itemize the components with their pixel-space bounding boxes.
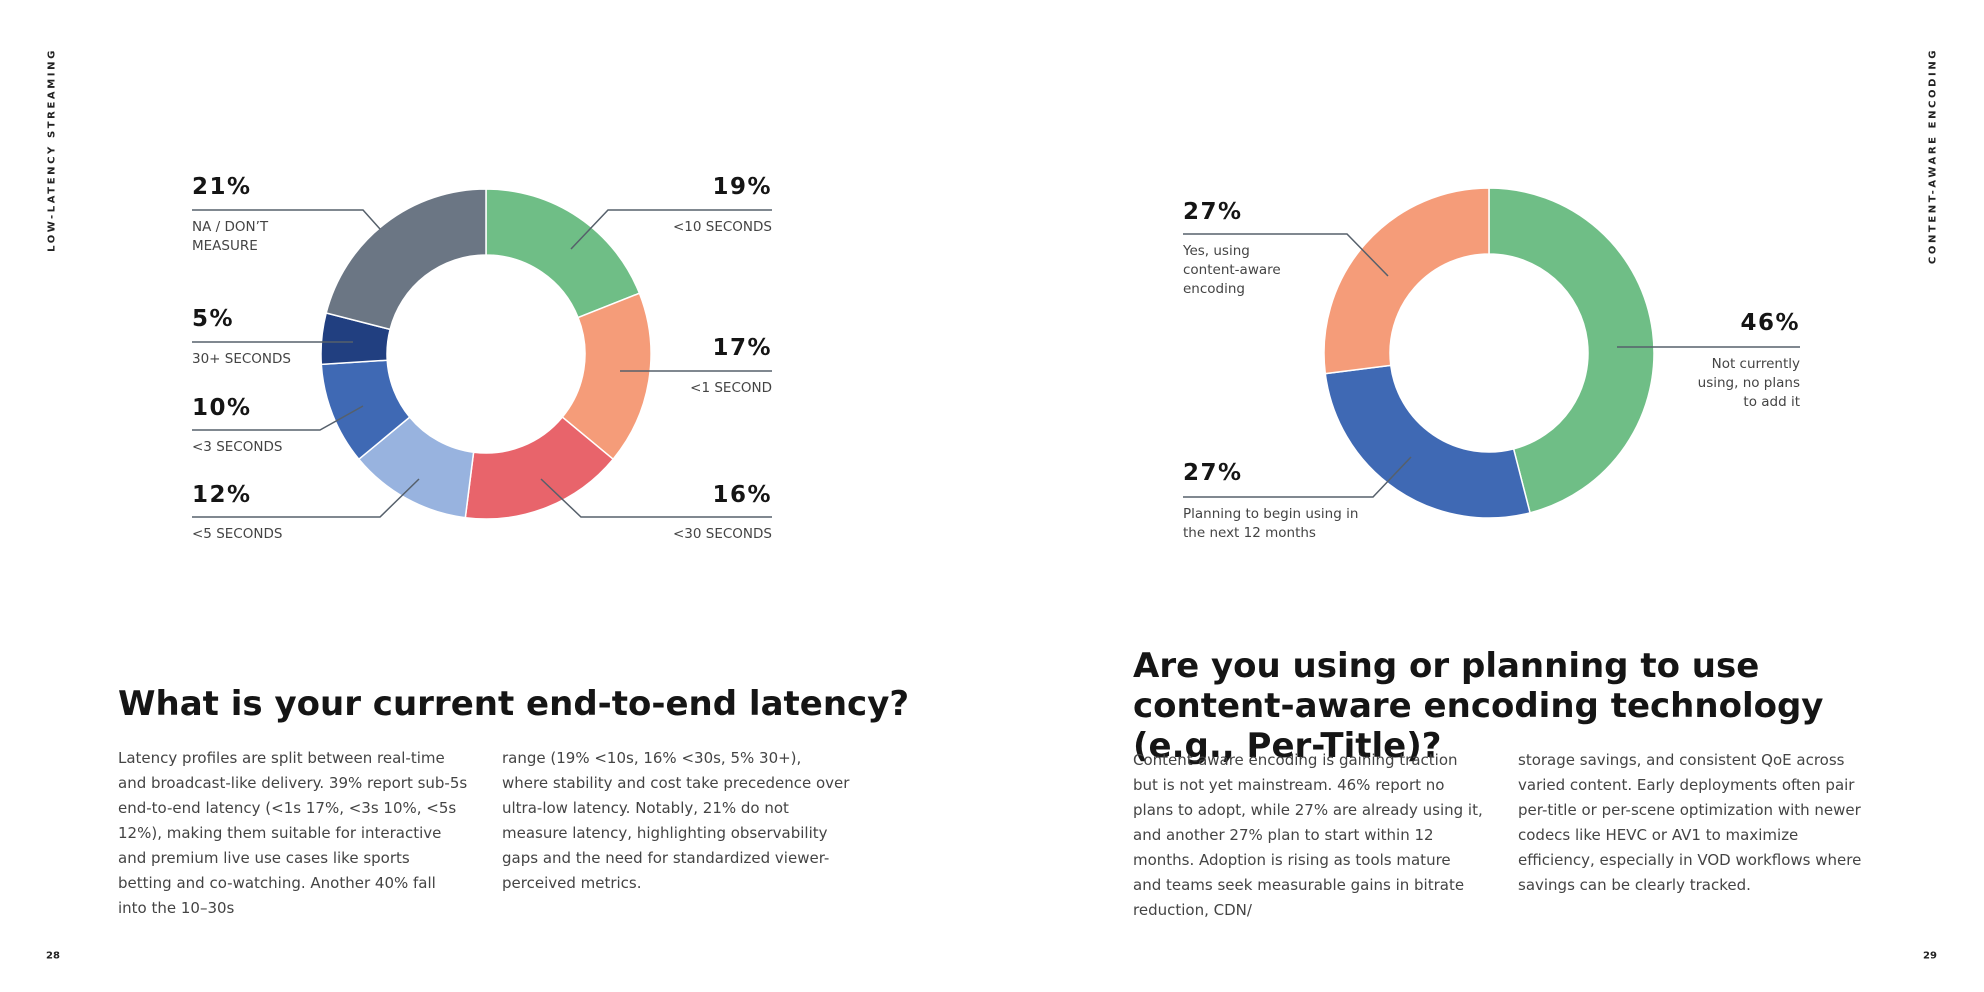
value-label: 21%	[192, 174, 252, 200]
value-label: 27%	[1183, 460, 1243, 486]
leader-line	[1183, 233, 1389, 277]
donut-slice	[325, 188, 487, 331]
page-number: 28	[46, 950, 60, 962]
category-label: <5 SECONDS	[192, 526, 283, 542]
value-label: 12%	[192, 482, 252, 508]
leader-line	[540, 478, 772, 518]
category-label: <10 SECONDS	[673, 219, 772, 235]
leader-line	[192, 209, 381, 230]
leader-line	[570, 209, 772, 250]
category-label: <30 SECONDS	[673, 526, 772, 542]
donut-slice	[485, 188, 641, 319]
category-label: Planning to begin using in the next 12 m…	[1183, 506, 1359, 541]
category-label: Yes, using content-aware encoding	[1183, 243, 1281, 297]
category-label: <3 SECONDS	[192, 439, 283, 455]
value-label: 10%	[192, 395, 252, 421]
leader-line	[192, 405, 364, 431]
value-label: 5%	[192, 306, 235, 332]
value-label: 17%	[712, 335, 772, 361]
donut-slice	[1324, 364, 1531, 519]
question: What is your current end-to-end latency?	[118, 684, 910, 724]
leader-line	[192, 478, 420, 518]
category-label: Not currently using, no plans to add it	[1697, 356, 1800, 410]
category-label: NA / DON’T MEASURE	[192, 219, 269, 254]
page-number: 29	[1923, 950, 1937, 962]
body-text: storage savings, and consistent QoE acro…	[1518, 751, 1862, 894]
value-label: 27%	[1183, 199, 1243, 225]
value-label: 19%	[712, 174, 772, 200]
donut-slice	[1488, 187, 1655, 514]
body-text: Latency profiles are split between real-…	[118, 749, 468, 917]
question: Are you using or planning to use content…	[1133, 646, 1824, 766]
body-text: Content-aware encoding is gaining tracti…	[1133, 751, 1483, 919]
value-label: 16%	[712, 482, 772, 508]
body-text: range (19% <10s, 16% <30s, 5% 30+), wher…	[502, 749, 850, 892]
side-label: LOW-LATENCY STREAMING	[46, 48, 58, 252]
category-label: <1 SECOND	[690, 380, 772, 396]
side-label: CONTENT-AWARE ENCODING	[1927, 47, 1939, 265]
value-label: 46%	[1740, 310, 1800, 336]
leader-line	[1183, 456, 1412, 498]
donut-slice	[1323, 187, 1490, 375]
category-label: 30+ SECONDS	[192, 351, 291, 367]
